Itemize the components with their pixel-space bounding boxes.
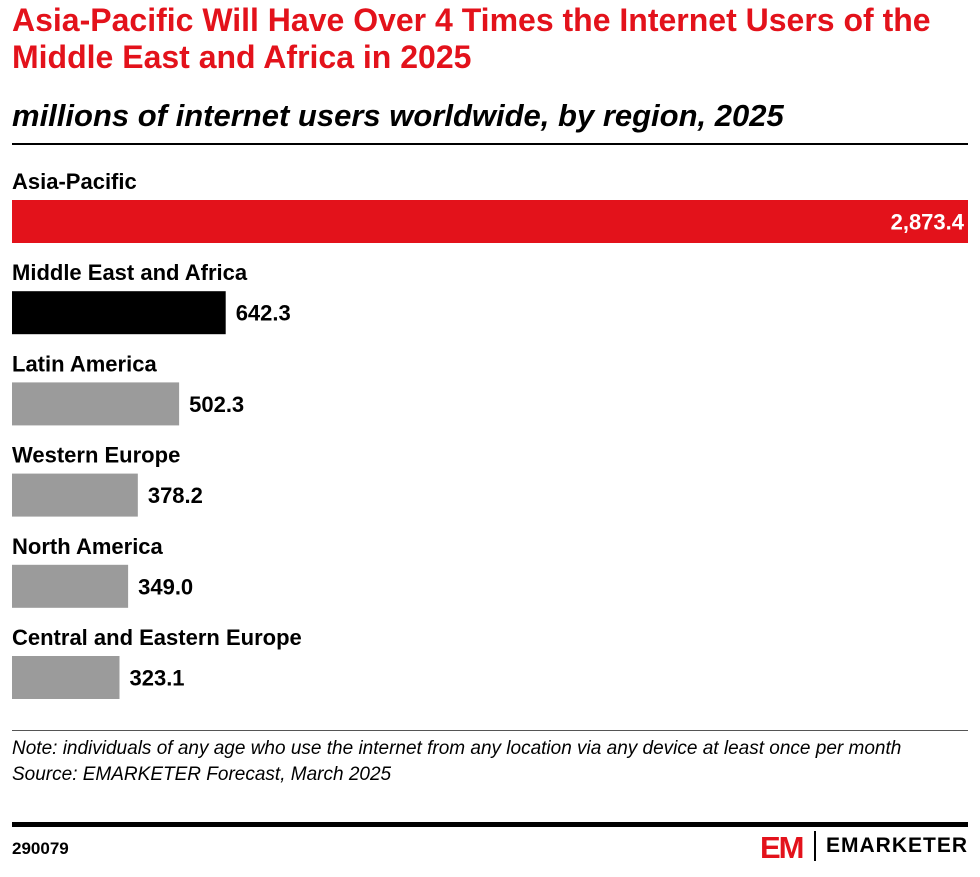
bar <box>12 291 226 335</box>
bar <box>12 564 129 608</box>
header-divider <box>12 143 968 145</box>
category-label: Central and Eastern Europe <box>12 625 302 650</box>
note-divider <box>12 730 968 731</box>
emarketer-logo: EM EMARKETER <box>760 831 968 861</box>
value-label: 642.3 <box>236 301 291 326</box>
bar <box>12 200 968 243</box>
value-label: 349.0 <box>138 574 193 599</box>
category-label: Middle East and Africa <box>12 260 248 285</box>
category-label: North America <box>12 534 164 559</box>
chart-title: Asia-Pacific Will Have Over 4 Times the … <box>12 2 931 75</box>
chart-id: 290079 <box>12 839 69 858</box>
em-logo-icon: EM <box>760 831 805 861</box>
svg-text:EM: EM <box>760 831 803 861</box>
brand-wordmark: EMARKETER <box>825 834 968 857</box>
value-label: 323.1 <box>129 666 184 691</box>
source-text: Source: EMARKETER Forecast, March 2025 <box>12 764 392 785</box>
footer-divider <box>12 822 968 827</box>
value-label: 502.3 <box>189 392 244 417</box>
value-label: 378.2 <box>148 483 203 508</box>
bar-chart: Asia-Pacific 2,873.4 Middle East and Afric… <box>12 169 968 699</box>
note-text: Note: individuals of any age who use the… <box>12 738 902 759</box>
logo-divider <box>814 831 816 861</box>
bar <box>12 473 138 517</box>
category-label: Latin America <box>12 351 157 376</box>
bar <box>12 656 120 699</box>
category-label: Western Europe <box>12 443 180 468</box>
chart-subtitle: millions of internet users worldwide, by… <box>12 98 784 133</box>
category-label: Asia-Pacific <box>12 169 137 194</box>
chart-notes: Note: individuals of any age who use the… <box>12 736 962 788</box>
value-label: 2,873.4 <box>891 210 965 235</box>
bar <box>12 382 180 426</box>
